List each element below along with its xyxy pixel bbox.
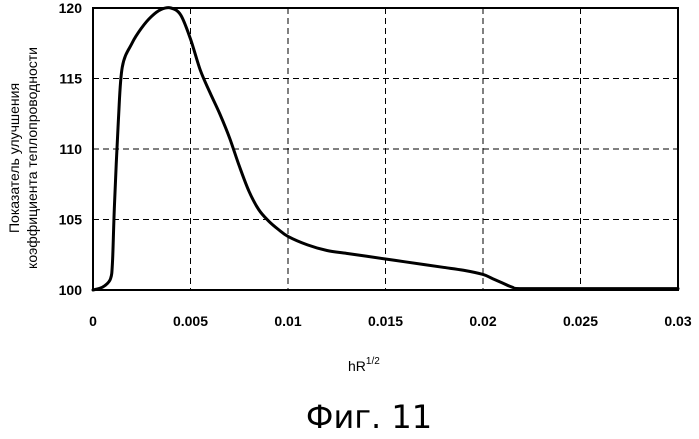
x-tick-label: 0.005	[173, 313, 208, 329]
y-axis-label-line-1: Показатель улучшения	[6, 83, 22, 233]
x-tick-label: 0.01	[274, 313, 301, 329]
x-tick-label: 0.02	[469, 313, 496, 329]
x-tick-label: 0.025	[563, 313, 598, 329]
y-tick-label: 100	[59, 282, 83, 298]
x-tick-labels: 0 0.005 0.01 0.015 0.02 0.025 0.03	[89, 313, 692, 329]
figure-caption: Фиг. 11	[306, 398, 432, 436]
y-tick-label: 105	[59, 212, 83, 228]
grid	[93, 8, 678, 290]
y-axis-label-line-2: коэффициента теплопроводности	[24, 47, 40, 269]
x-tick-label: 0	[89, 313, 97, 329]
x-tick-label: 0.03	[664, 313, 691, 329]
x-axis-label-superscript: 1/2	[366, 356, 380, 367]
x-axis-label-base: hR	[348, 358, 366, 374]
y-tick-label: 120	[59, 0, 83, 16]
y-tick-label: 115	[59, 71, 82, 87]
x-tick-label: 0.015	[368, 313, 403, 329]
y-tick-label: 110	[59, 141, 82, 157]
x-axis-label: hR1/2	[348, 356, 380, 374]
y-tick-labels: 100 105 110 115 120	[59, 0, 83, 298]
